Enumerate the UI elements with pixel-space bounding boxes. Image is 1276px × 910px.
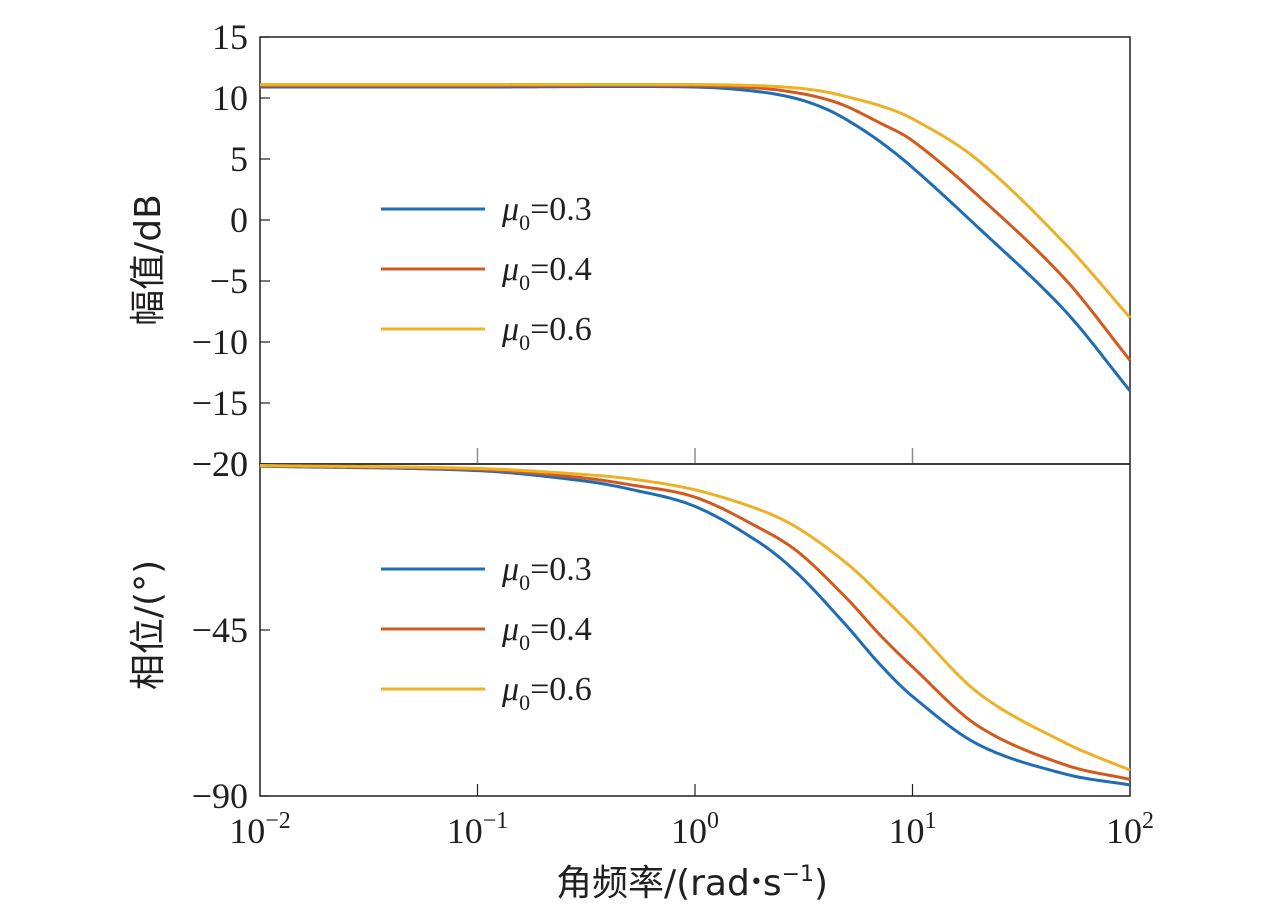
magnitude-legend-label-part: 0	[519, 330, 530, 355]
phase-legend-label-part: μ	[501, 611, 519, 648]
magnitude-legend-label-part: =0.4	[530, 251, 592, 288]
x-tick-label: 102	[1106, 808, 1154, 851]
magnitude-axis-title: 幅值/dB	[128, 194, 169, 326]
magnitude-y-tick-label: 5	[230, 139, 248, 179]
magnitude-y-tick-label: −20	[192, 444, 248, 484]
x-axis-title-dot: •	[750, 870, 763, 895]
phase-legend-label-part: =0.3	[530, 551, 592, 588]
phase-legend-label: μ0=0.4	[501, 611, 592, 655]
magnitude-legend-label-part: 0	[519, 270, 530, 295]
phase-y-tick-label: −45	[192, 610, 248, 650]
phase-legend-label: μ0=0.3	[501, 551, 592, 595]
magnitude-legend-label-part: μ	[501, 251, 519, 288]
magnitude-y-tick-label: 10	[212, 78, 248, 118]
phase-legend-label-part: μ	[501, 551, 519, 588]
phase-curve-2	[259, 463, 1131, 772]
x-tick-base: 10	[671, 811, 707, 851]
magnitude-curve-1	[260, 84, 1132, 362]
x-tick-label: 10−1	[447, 808, 509, 851]
x-axis-title: 角频率/(rad•s−1)	[556, 862, 828, 904]
phase-curve-1	[259, 464, 1131, 781]
x-axis-title-exp: −1	[782, 862, 814, 887]
phase-y-tick-label: −20	[192, 444, 248, 484]
x-tick-base: 10	[1106, 811, 1142, 851]
x-tick-exponent: 0	[707, 808, 719, 834]
magnitude-y-tick-label: −10	[192, 322, 248, 362]
phase-axis-title: 相位/(°)	[128, 560, 169, 690]
x-tick-label: 100	[671, 808, 719, 851]
magnitude-legend-label-part: =0.3	[530, 191, 592, 228]
magnitude-legend-label-part: 0	[519, 210, 530, 235]
magnitude-legend-label: μ0=0.6	[501, 311, 592, 355]
magnitude-y-tick-label: 0	[230, 200, 248, 240]
magnitude-legend-label: μ0=0.4	[501, 251, 592, 295]
x-tick-exponent: 2	[1142, 808, 1154, 834]
magnitude-curve-0	[260, 84, 1132, 392]
magnitude-y-tick-label: −15	[192, 383, 248, 423]
phase-legend-label: μ0=0.6	[501, 671, 592, 715]
phase-legend-label-part: =0.4	[530, 611, 592, 648]
magnitude-y-tick-label: −5	[210, 261, 248, 301]
phase-legend-label-part: 0	[519, 570, 530, 595]
phase-legend-label-part: 0	[519, 630, 530, 655]
x-tick-exponent: 1	[925, 808, 937, 834]
magnitude-legend-label-part: μ	[501, 191, 519, 228]
magnitude-legend-label-part: μ	[501, 311, 519, 348]
phase-legend-label-part: 0	[519, 690, 530, 715]
x-axis-title-close: )	[814, 863, 828, 904]
x-tick-exponent: −1	[483, 808, 509, 834]
x-tick-base: 10	[447, 811, 483, 851]
magnitude-y-tick-label: 15	[212, 17, 248, 57]
phase-legend-label-part: =0.6	[530, 671, 592, 708]
x-tick-label: 101	[889, 808, 937, 851]
magnitude-curve-2	[260, 82, 1132, 319]
x-tick-exponent: −2	[265, 808, 291, 834]
x-tick-base: 10	[229, 811, 265, 851]
magnitude-frame	[259, 36, 1131, 465]
phase-legend-label-part: μ	[501, 671, 519, 708]
magnitude-legend-label: μ0=0.3	[501, 191, 592, 235]
x-axis-title-main: 角频率/(rad	[556, 863, 750, 904]
x-tick-label: 10−2	[229, 808, 291, 851]
x-axis-title-unit: s	[763, 863, 782, 904]
x-tick-base: 10	[889, 811, 925, 851]
phase-y-tick-label: −90	[192, 776, 248, 816]
magnitude-legend-label-part: =0.6	[530, 311, 592, 348]
